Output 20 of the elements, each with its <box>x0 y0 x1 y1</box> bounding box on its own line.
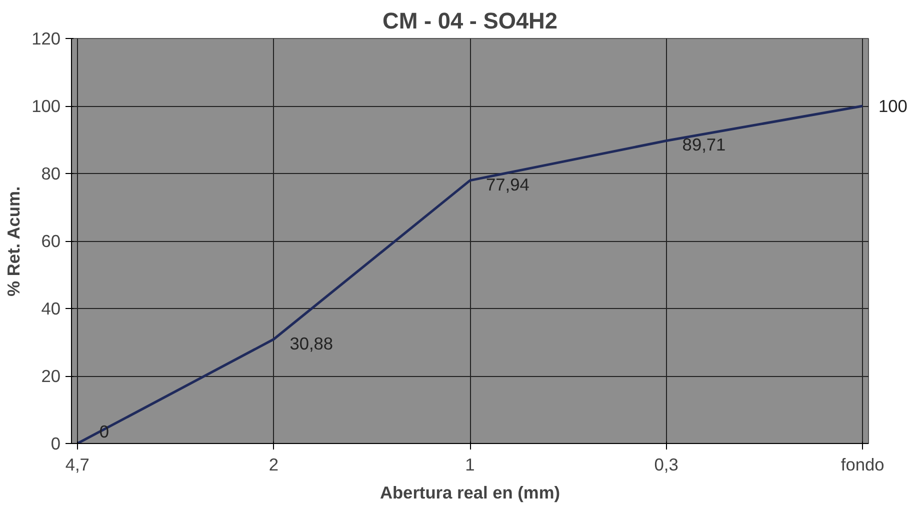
data-label: 30,88 <box>290 333 334 354</box>
y-tick-label: 120 <box>32 28 61 48</box>
y-tick-label: 40 <box>41 298 61 318</box>
y-tick-label: 0 <box>50 434 61 454</box>
data-label: 100 <box>878 96 908 116</box>
x-tick-label: 0,3 <box>654 454 678 474</box>
y-axis-title: % Ret. Acum. <box>4 186 24 296</box>
y-tick-label: 80 <box>41 164 61 184</box>
chart-title: CM - 04 - SO4H2 <box>382 8 558 34</box>
x-tick-label: 4,7 <box>65 454 90 474</box>
y-tick-label: 60 <box>41 231 61 251</box>
y-tick-label: 100 <box>32 96 61 116</box>
x-tick-label: fondo <box>840 454 884 474</box>
x-tick-label: 1 <box>465 454 475 474</box>
x-tick-label: 2 <box>268 454 279 474</box>
x-axis-title: Abertura real en (mm) <box>380 482 560 502</box>
line-series <box>76 104 864 444</box>
y-tick-label: 20 <box>41 366 61 386</box>
data-label: 89,71 <box>682 134 726 155</box>
data-label: 77,94 <box>486 174 530 194</box>
